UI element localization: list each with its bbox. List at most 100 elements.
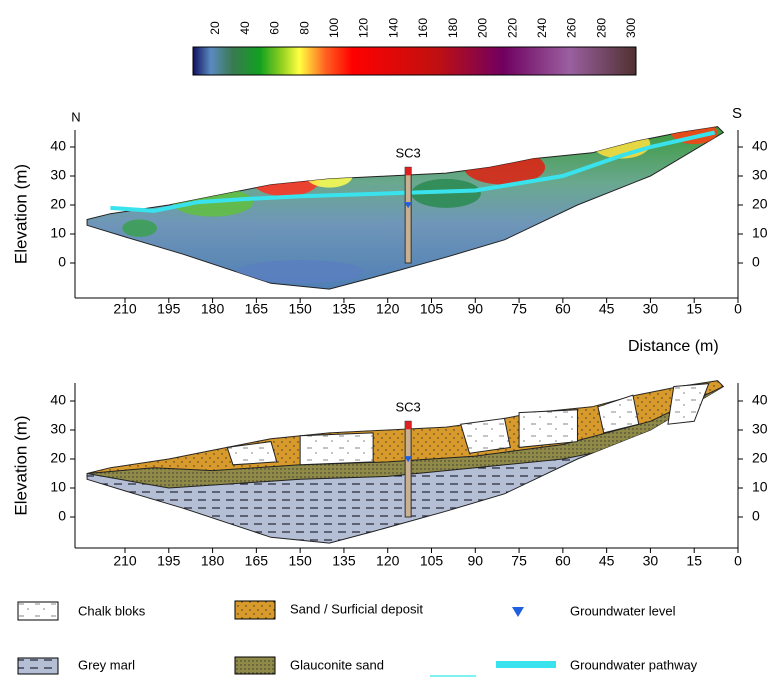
x-tick-label: 60 [555,301,571,317]
legend: Chalk bloks Sand / Surficial deposit Gro… [18,601,698,676]
x-tick-label: 210 [113,553,137,569]
legend-swatch [512,607,524,617]
borehole [405,421,411,517]
legend-swatch [18,658,58,674]
borehole-top [405,167,411,175]
x-tick-label: 210 [113,301,137,317]
colorbar-tick-label: 60 [268,21,282,35]
colorbar-tick-label: 180 [446,18,460,38]
colorbar-tick-label: 40 [238,21,252,35]
borehole-label: SC3 [396,146,421,161]
anomaly [496,240,542,257]
x-tick-label: 0 [734,301,742,317]
y-tick-label: 40 [50,392,66,408]
chalk-block [300,433,373,465]
x-tick-label: 165 [245,301,269,317]
colorbar-tick-label: 260 [565,18,579,38]
x-tick-label: 195 [157,553,181,569]
x-tick-label: 15 [686,301,702,317]
colorbar-tick-label: 20 [208,21,222,35]
x-tick-label: 165 [245,553,269,569]
legend-label: Grey marl [78,657,135,672]
x-tick-label: 30 [643,553,659,569]
chalk-block [519,410,577,448]
anomaly [122,220,157,237]
x-tick-label: 75 [511,553,527,569]
x-tick-label: 135 [332,301,356,317]
colorbar-tick-label: 140 [386,18,400,38]
y-tick-label-right: 10 [752,225,768,241]
x-tick-label: 45 [599,301,615,317]
x-tick-label: 90 [468,553,484,569]
x-tick-label: 75 [511,301,527,317]
y-tick-label: 20 [50,450,66,466]
x-tick-label: 15 [686,553,702,569]
y-tick-label-right: 0 [752,508,760,524]
colorbar-tick-label: 100 [327,18,341,38]
north-label: N [71,109,80,124]
x-tick-label: 135 [332,553,356,569]
x-tick-label: 150 [288,301,312,317]
y-tick-label: 30 [50,167,66,183]
colorbar-tick-label: 220 [505,18,519,38]
x-tick-label: 180 [201,553,225,569]
y-tick-label-right: 40 [752,392,768,408]
section-panel: SC34040303020201010002101951801651501351… [11,381,767,569]
chalk-block [668,384,709,425]
legend-swatch [235,657,275,674]
x-tick-label: 120 [376,553,400,569]
y-tick-label: 10 [50,225,66,241]
x-tick-label: 90 [468,301,484,317]
y-tick-label: 20 [50,196,66,212]
colorbar-tick-label: 80 [297,21,311,35]
x-axis-label: Distance (m) [628,338,719,355]
borehole-label: SC3 [396,400,421,415]
x-tick-label: 0 [734,553,742,569]
x-tick-label: 30 [643,301,659,317]
x-tick-label: 105 [420,301,444,317]
south-label: S [732,105,742,122]
y-tick-label-right: 20 [752,196,768,212]
legend-swatch [496,661,556,668]
legend-label: Sand / Surficial deposit [290,601,423,616]
borehole-top [405,421,411,429]
section-panel: N S Distance (m) SC3 40 40 30 30 20 20 10 10 0 0 210 19… [11,105,767,355]
colorbar-tick-label: 300 [624,18,638,38]
y-tick-label-right: 30 [752,421,768,437]
y-tick-label: 40 [50,138,66,154]
y-axis-label: Elevation (m) [11,415,30,515]
x-tick-label: 195 [157,301,181,317]
colorbar-tick-label: 160 [416,18,430,38]
x-tick-label: 180 [201,301,225,317]
anomaly [306,164,352,187]
borehole [405,167,411,263]
colorbar-tick-label: 200 [476,18,490,38]
y-tick-label-right: 30 [752,167,768,183]
y-tick-label: 0 [58,508,66,524]
y-tick-label-right: 20 [752,450,768,466]
anomaly [236,260,364,283]
y-tick-label-right: 40 [752,138,768,154]
chalk-block [227,442,277,465]
legend-label: Groundwater pathway [570,657,698,672]
legend-swatch [18,602,58,620]
colorbar-tick-label: 240 [535,18,549,38]
colorbar-tick-label: 280 [594,18,608,38]
legend-label: Glauconite sand [290,657,384,672]
legend-label: Chalk bloks [78,603,146,618]
x-tick-label: 60 [555,553,571,569]
colorbar-tick-label: 120 [357,18,371,38]
y-tick-label: 0 [58,254,66,270]
colorbar [193,47,636,75]
anomaly [251,162,321,197]
x-tick-label: 150 [288,553,312,569]
legend-label: Groundwater level [570,603,676,618]
y-axis-label: Elevation (m) [11,164,30,264]
y-tick-label: 30 [50,421,66,437]
y-tick-label-right: 0 [752,254,760,270]
x-tick-label: 105 [420,553,444,569]
figure: NSDistance (m)SC340403030202010100021019… [0,0,776,679]
x-tick-label: 120 [376,301,400,317]
y-tick-label-right: 10 [752,479,768,495]
legend-swatch [235,601,275,619]
